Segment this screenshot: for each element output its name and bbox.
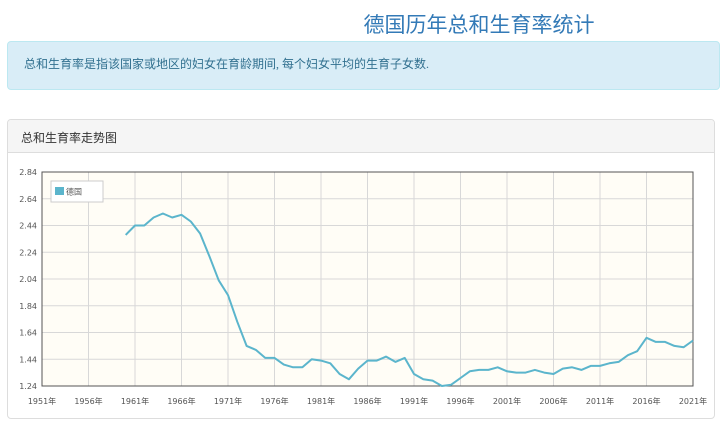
legend-box xyxy=(50,180,104,203)
plot-border xyxy=(41,171,694,387)
x-tick-label: 1981年 xyxy=(307,396,335,406)
x-tick-label: 2006年 xyxy=(539,396,567,406)
x-tick-label: 1951年 xyxy=(28,396,56,406)
description-box: 总和生育率是指该国家或地区的妇女在育龄期间, 每个妇女平均的生育子女数. xyxy=(7,41,720,90)
x-tick-label: 1961年 xyxy=(121,396,149,406)
x-tick-label: 1971年 xyxy=(214,396,242,406)
panel-heading: 总和生育率走势图 xyxy=(8,120,714,153)
x-tick-label: 2021年 xyxy=(679,396,707,406)
y-tick-label: 1.24 xyxy=(19,382,37,391)
series-line-0 xyxy=(124,212,694,387)
x-tick-label: 2016年 xyxy=(632,396,660,406)
x-tick-label: 1976年 xyxy=(260,396,288,406)
description-text: 总和生育率是指该国家或地区的妇女在育龄期间, 每个妇女平均的生育子女数. xyxy=(24,57,430,71)
x-tick-label: 1991年 xyxy=(400,396,428,406)
x-tick-label: 2001年 xyxy=(493,396,521,406)
y-tick-label: 1.84 xyxy=(19,302,37,311)
x-tick-label: 1986年 xyxy=(353,396,381,406)
x-tick-label: 2011年 xyxy=(586,396,614,406)
x-tick-label: 1996年 xyxy=(446,396,474,406)
x-tick-label: 1966年 xyxy=(167,396,195,406)
y-tick-label: 2.24 xyxy=(19,248,37,257)
x-tick-label: 1956年 xyxy=(74,396,102,406)
y-tick-label: 2.44 xyxy=(19,222,37,231)
legend-swatch xyxy=(55,187,64,195)
y-tick-label: 2.64 xyxy=(19,195,37,204)
page-title: 德国历年总和生育率统计 xyxy=(363,13,595,37)
y-tick-label: 1.64 xyxy=(19,329,37,338)
legend-label: 德国 xyxy=(66,187,82,197)
y-tick-label: 1.44 xyxy=(19,355,37,364)
y-tick-label: 2.84 xyxy=(19,168,37,177)
y-tick-label: 2.04 xyxy=(19,275,37,284)
